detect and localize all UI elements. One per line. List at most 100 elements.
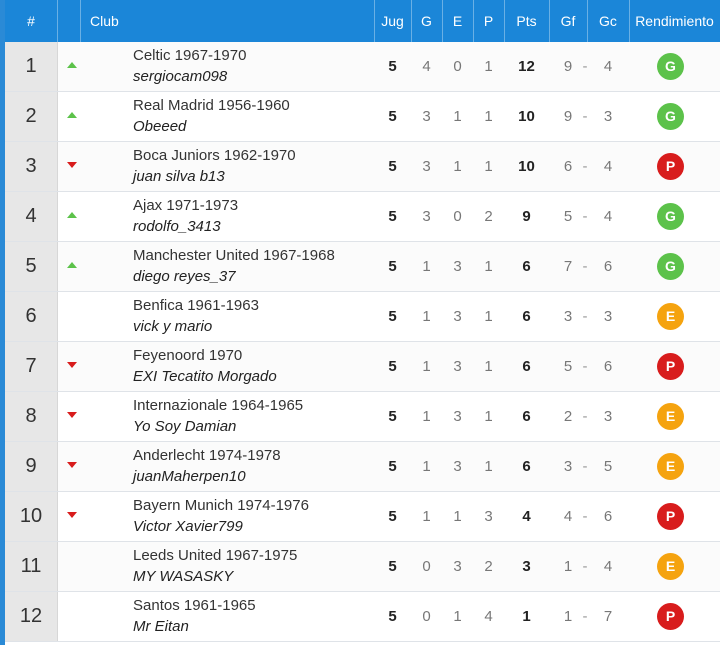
position-cell: 11	[5, 542, 58, 591]
pts-cell: 6	[522, 308, 531, 325]
header-separator	[374, 0, 375, 42]
club-name[interactable]: Boca Juniors 1962-1970	[133, 147, 296, 164]
club-name[interactable]: Bayern Munich 1974-1976	[133, 497, 309, 514]
g-cell: 1	[422, 408, 431, 425]
goal-dash: -	[582, 608, 588, 625]
trend-up-icon	[67, 212, 79, 222]
club-user[interactable]: juanMaherpen10	[133, 468, 246, 485]
pts-cell: 6	[522, 358, 531, 375]
gf-cell: 5	[563, 208, 573, 225]
p-cell: 1	[484, 58, 493, 75]
goal-dash: -	[582, 408, 588, 425]
club-user[interactable]: EXI Tecatito Morgado	[133, 368, 277, 385]
header-separator	[549, 0, 550, 42]
jug-cell: 5	[388, 508, 397, 525]
club-user[interactable]: MY WASASKY	[133, 568, 234, 585]
table-row[interactable]: 6 Benfica 1961-1963 vick y mario 5 1 3 1…	[5, 292, 720, 342]
club-name[interactable]: Manchester United 1967-1968	[133, 247, 335, 264]
gf-cell: 2	[563, 408, 573, 425]
club-user[interactable]: Victor Xavier799	[133, 518, 243, 535]
rendimiento-badge: G	[657, 53, 684, 80]
goal-dash: -	[582, 208, 588, 225]
table-row[interactable]: 12 Santos 1961-1965 Mr Eitan 5 0 1 4 1 1…	[5, 592, 720, 642]
table-header: # Club Jug G E P Pts Gf Gc Rendimiento	[5, 0, 720, 42]
table-row[interactable]: 9 Anderlecht 1974-1978 juanMaherpen10 5 …	[5, 442, 720, 492]
header-pts[interactable]: Pts	[516, 13, 537, 29]
gf-cell: 4	[563, 508, 573, 525]
header-rendimiento[interactable]: Rendimiento	[635, 13, 714, 29]
g-cell: 1	[422, 258, 431, 275]
table-row[interactable]: 8 Internazionale 1964-1965 Yo Soy Damian…	[5, 392, 720, 442]
club-user[interactable]: rodolfo_3413	[133, 218, 221, 235]
table-row[interactable]: 4 Ajax 1971-1973 rodolfo_3413 5 3 0 2 9 …	[5, 192, 720, 242]
position-cell: 10	[5, 492, 58, 541]
club-user[interactable]: juan silva b13	[133, 168, 225, 185]
trend-up-icon	[67, 262, 79, 272]
header-gc[interactable]: Gc	[599, 13, 617, 29]
club-name[interactable]: Feyenoord 1970	[133, 347, 243, 364]
table-row[interactable]: 7 Feyenoord 1970 EXI Tecatito Morgado 5 …	[5, 342, 720, 392]
club-cell: Boca Juniors 1962-1970 juan silva b13	[133, 146, 373, 187]
position-cell: 6	[5, 292, 58, 341]
club-cell: Internazionale 1964-1965 Yo Soy Damian	[133, 396, 373, 437]
header-e[interactable]: E	[452, 13, 463, 29]
gc-cell: 4	[603, 208, 613, 225]
gf-cell: 3	[563, 458, 573, 475]
header-g[interactable]: G	[421, 13, 432, 29]
g-cell: 1	[422, 508, 431, 525]
jug-cell: 5	[388, 308, 397, 325]
rendimiento-badge: P	[657, 353, 684, 380]
table-row[interactable]: 5 Manchester United 1967-1968 diego reye…	[5, 242, 720, 292]
jug-cell: 5	[388, 558, 397, 575]
club-user[interactable]: Obeeed	[133, 118, 187, 135]
table-row[interactable]: 3 Boca Juniors 1962-1970 juan silva b13 …	[5, 142, 720, 192]
pts-cell: 3	[522, 558, 531, 575]
jug-cell: 5	[388, 208, 397, 225]
club-cell: Celtic 1967-1970 sergiocam098	[133, 46, 373, 87]
goal-dash: -	[582, 58, 588, 75]
header-p[interactable]: P	[483, 13, 494, 29]
club-name[interactable]: Real Madrid 1956-1960	[133, 97, 290, 114]
position-cell: 9	[5, 442, 58, 491]
table-row[interactable]: 10 Bayern Munich 1974-1976 Victor Xavier…	[5, 492, 720, 542]
club-name[interactable]: Ajax 1971-1973	[133, 197, 239, 214]
pts-cell: 6	[522, 408, 531, 425]
e-cell: 1	[453, 158, 462, 175]
club-name[interactable]: Leeds United 1967-1975	[133, 547, 298, 564]
p-cell: 1	[484, 158, 493, 175]
club-user[interactable]: vick y mario	[133, 318, 213, 335]
pts-cell: 9	[522, 208, 531, 225]
position-cell: 1	[5, 42, 58, 91]
club-name[interactable]: Internazionale 1964-1965	[133, 397, 304, 414]
header-gf[interactable]: Gf	[560, 13, 576, 29]
club-user[interactable]: Mr Eitan	[133, 618, 189, 635]
rendimiento-badge: G	[657, 253, 684, 280]
position-cell: 4	[5, 192, 58, 241]
pts-cell: 1	[522, 608, 531, 625]
club-name[interactable]: Anderlecht 1974-1978	[133, 447, 281, 464]
table-row[interactable]: 1 Celtic 1967-1970 sergiocam098 5 4 0 1 …	[5, 42, 720, 92]
club-user[interactable]: sergiocam098	[133, 68, 228, 85]
goal-dash: -	[582, 358, 588, 375]
club-user[interactable]: Yo Soy Damian	[133, 418, 237, 435]
header-position[interactable]: #	[27, 13, 35, 29]
gc-cell: 6	[603, 258, 613, 275]
gc-cell: 6	[603, 358, 613, 375]
club-user[interactable]: diego reyes_37	[133, 268, 236, 285]
e-cell: 1	[453, 608, 462, 625]
e-cell: 3	[453, 408, 462, 425]
club-name[interactable]: Benfica 1961-1963	[133, 297, 259, 314]
club-name[interactable]: Santos 1961-1965	[133, 597, 256, 614]
pts-cell: 10	[518, 158, 535, 175]
g-cell: 1	[422, 358, 431, 375]
gf-cell: 6	[563, 158, 573, 175]
header-club[interactable]: Club	[90, 13, 119, 29]
club-name[interactable]: Celtic 1967-1970	[133, 47, 247, 64]
header-separator	[629, 0, 630, 42]
table-row[interactable]: 11 Leeds United 1967-1975 MY WASASKY 5 0…	[5, 542, 720, 592]
table-row[interactable]: 2 Real Madrid 1956-1960 Obeeed 5 3 1 1 1…	[5, 92, 720, 142]
header-jug[interactable]: Jug	[381, 13, 404, 29]
jug-cell: 5	[388, 608, 397, 625]
gf-cell: 1	[563, 608, 573, 625]
jug-cell: 5	[388, 458, 397, 475]
